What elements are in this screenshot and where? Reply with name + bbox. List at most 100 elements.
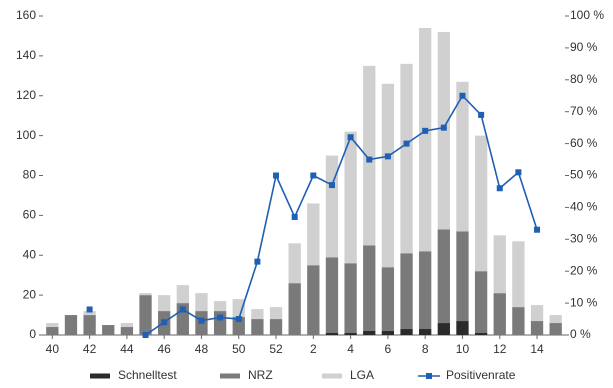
bar [307,203,320,266]
line-marker [515,169,522,176]
bar [232,317,245,335]
line-marker [291,213,298,220]
y2-tick-label: 80 % [570,72,598,86]
bar [269,307,283,320]
bar [158,295,171,312]
x-tick-label: 6 [385,342,392,356]
y-tick-label: 0 [29,327,36,341]
bar [139,295,152,335]
line-marker [179,306,186,313]
bar [195,293,208,312]
y2-tick-label: 70 % [570,104,598,118]
bar [474,333,488,335]
y2-tick-label: 90 % [570,40,598,54]
bar [381,331,395,335]
bar [269,319,283,335]
bar [400,253,413,330]
line-marker [86,306,93,313]
x-tick-label: 40 [46,342,60,356]
line-marker [235,316,242,323]
bar [530,321,544,335]
x-tick-label: 12 [493,342,507,356]
bar [325,333,339,335]
y-tick-label: 60 [23,208,37,222]
bar [251,309,264,320]
bar [46,327,59,335]
x-tick-label: 48 [195,342,209,356]
y2-tick-label: 30 % [570,231,598,245]
bar [456,321,469,335]
bar [139,293,152,296]
legend-label: Schnelltest [118,368,177,382]
y-tick-label: 20 [23,287,37,301]
line [145,94,538,336]
line-marker [198,317,205,324]
line-marker [478,111,485,118]
line-marker [142,332,149,338]
bar [419,251,432,330]
bar [288,243,301,284]
x-tick-label: 2 [310,342,317,356]
bar [474,135,488,272]
line-marker [254,258,261,265]
line-marker [534,226,541,233]
y-tick-label: 140 [16,48,36,62]
line-marker [273,172,280,179]
bar [120,327,134,335]
legend-label: Positivenrate [446,368,516,382]
y-tick-label: 100 [16,128,36,142]
line-marker [217,314,224,321]
bar [288,283,301,335]
y2-tick-label: 0 % [570,327,591,341]
line-marker [496,185,503,192]
line-marker [161,319,168,326]
y2-tick-label: 60 % [570,136,598,150]
line-marker [440,124,447,131]
y-tick-label: 160 [16,8,36,22]
y2-tick-label: 100 % [570,8,604,22]
y2-tick-label: 40 % [570,200,598,214]
x-tick-label: 42 [83,342,97,356]
bar [381,83,395,268]
x-tick-label: 8 [422,342,429,356]
bar [64,315,78,335]
bar [325,155,339,258]
bar [474,271,488,334]
line-marker [328,182,335,189]
legend-swatch [90,373,110,379]
y2-tick-label: 20 % [570,263,598,277]
bar [46,323,59,328]
bar [419,27,432,252]
bar [400,63,413,254]
bar [344,263,357,334]
y-tick-label: 120 [16,88,36,102]
bar [512,307,525,335]
legend-label: LGA [350,368,374,382]
bar [549,323,562,335]
line-marker [310,172,317,179]
bar [83,311,96,316]
legend-swatch [426,373,432,379]
bar [325,257,339,334]
bar [493,235,506,294]
bar [493,293,506,335]
bar [251,319,264,335]
bar [232,299,245,318]
y2-tick-label: 10 % [570,295,598,309]
x-tick-label: 50 [232,342,246,356]
bar [83,315,96,335]
line-marker [384,153,391,160]
y-tick-label: 40 [23,247,37,261]
bar [549,315,562,324]
line-marker [366,156,373,163]
bar [363,331,376,335]
bar [344,333,357,335]
bar [363,245,376,332]
x-tick-label: 52 [269,342,283,356]
y-tick-label: 80 [23,168,37,182]
bar [437,229,450,324]
x-tick-label: 44 [120,342,134,356]
bar [456,231,469,322]
bar [344,131,357,264]
